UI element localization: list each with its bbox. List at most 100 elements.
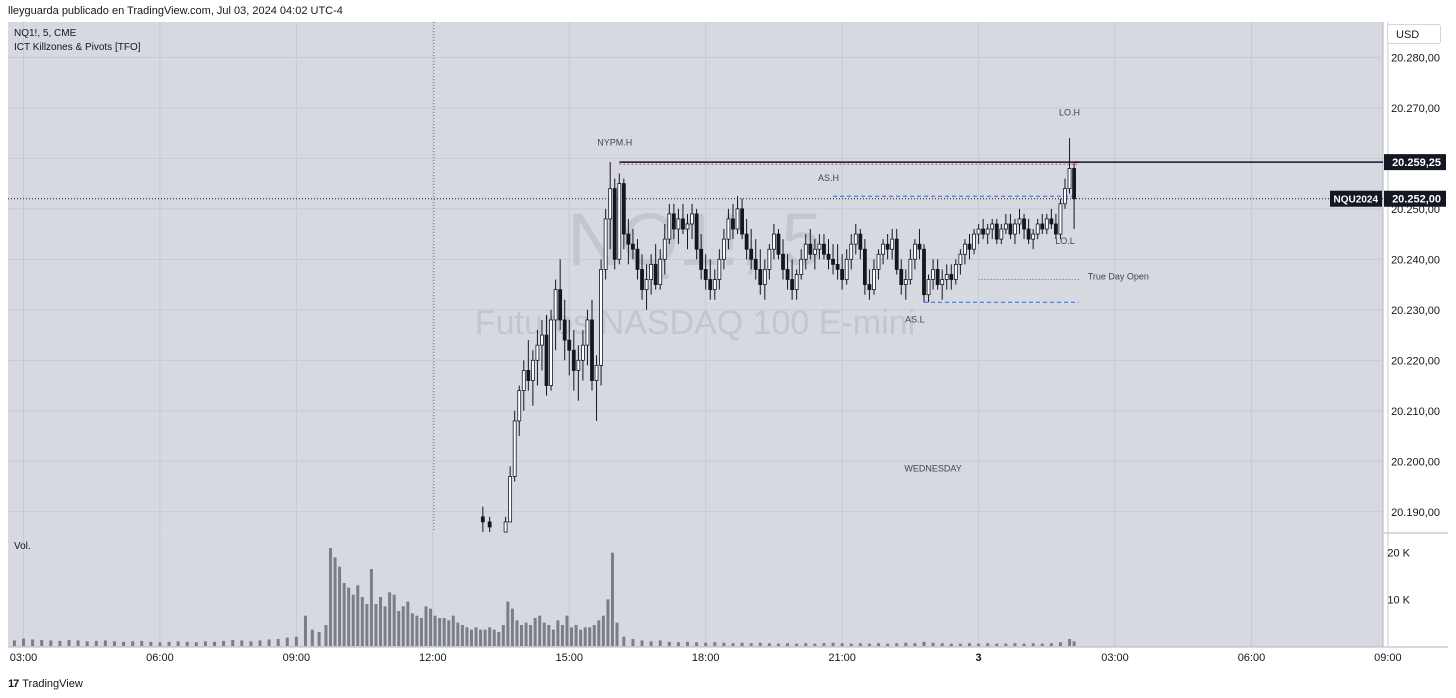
volume-bar-1	[22, 638, 25, 646]
volume-bar-64	[456, 622, 460, 646]
volume-bar-54	[410, 613, 414, 646]
volume-bar-11	[112, 641, 116, 646]
xtick-3: 12:00	[419, 652, 447, 664]
xtick-1: 06:00	[146, 652, 174, 664]
candle-92	[913, 239, 917, 270]
candle-94	[922, 244, 926, 303]
volume-bar-126	[858, 643, 862, 646]
volume-bar-150	[1072, 641, 1076, 646]
volume-bar-79	[524, 622, 528, 646]
candle-54	[740, 198, 744, 240]
volume-series[interactable]	[12, 548, 1076, 646]
volume-bar-134	[931, 642, 935, 646]
volume-bar-105	[667, 641, 671, 646]
volume-bar-47	[379, 597, 383, 646]
legend-volume[interactable]: Vol.	[14, 541, 31, 552]
time-axis[interactable]: 03:00 06:00 09:00 12:00 15:00 18:00 21:00 3 03:0…	[10, 652, 1402, 664]
volume-bar-104	[658, 640, 662, 646]
volume-bar-68	[474, 627, 478, 646]
volume-bar-114	[749, 643, 753, 646]
candle-86	[885, 234, 890, 260]
volume-bar-76	[510, 608, 514, 646]
volume-bar-70	[483, 629, 487, 646]
volume-bar-59	[433, 615, 437, 646]
volume-bar-33	[310, 629, 314, 646]
volume-bar-36	[328, 548, 332, 646]
candle-17	[571, 330, 576, 391]
candle-52	[731, 203, 735, 240]
volume-bar-40	[347, 587, 351, 646]
volume-bar-0	[12, 640, 16, 646]
candle-43	[690, 203, 694, 240]
volume-bar-81	[533, 618, 537, 646]
candle-21	[590, 299, 594, 391]
volume-bar-129	[886, 643, 890, 646]
candle-84	[876, 249, 881, 280]
candle-20	[585, 309, 590, 366]
volume-bar-123	[831, 642, 835, 646]
legend-symbol[interactable]: NQ1!, 5, CME	[14, 28, 77, 39]
candle-60	[767, 244, 772, 280]
ytick-9: 20.190,00	[1391, 507, 1440, 519]
volume-bar-127	[867, 643, 871, 646]
volume-bar-90	[574, 625, 578, 646]
annotation-0: NYPM.H	[597, 138, 632, 148]
xtick-7: 3	[976, 652, 982, 664]
volume-bar-86	[556, 620, 560, 646]
candle-series[interactable]	[480, 138, 1076, 533]
svg-text:20.259,25: 20.259,25	[1392, 157, 1441, 169]
candle-37	[662, 223, 667, 275]
ytick-4: 20.240,00	[1391, 254, 1440, 266]
candle-16	[567, 319, 572, 376]
candle-103	[963, 239, 967, 265]
volume-bar-28	[267, 639, 271, 646]
candle-32	[640, 254, 644, 300]
volume-bar-63	[451, 615, 455, 646]
candle-47	[708, 259, 713, 300]
candle-115	[1017, 208, 1022, 235]
ytick-7: 20.210,00	[1391, 406, 1440, 418]
candle-70	[812, 239, 817, 270]
volume-bar-10	[103, 640, 107, 646]
brand[interactable]: 17 TradingView	[8, 678, 83, 690]
candle-28	[621, 178, 626, 250]
tradingview-logo-icon: 17	[8, 678, 19, 690]
volume-bar-77	[515, 620, 519, 646]
candle-55	[744, 218, 749, 260]
candle-77	[844, 249, 849, 285]
volume-bar-17	[167, 641, 171, 646]
volume-bar-53	[406, 601, 410, 646]
volume-bar-133	[922, 641, 926, 646]
volume-bar-43	[360, 597, 364, 646]
volume-bar-61	[442, 618, 446, 646]
candle-83	[872, 259, 876, 295]
candle-113	[1008, 213, 1013, 240]
volume-axis: 20 K 10 K	[1387, 548, 1410, 607]
volume-bar-83	[542, 622, 546, 646]
candle-112	[1003, 213, 1008, 235]
legend-indicator[interactable]: ICT Killzones & Pivots [TFO]	[14, 42, 141, 53]
volume-bar-117	[776, 643, 780, 646]
candle-114	[1013, 218, 1017, 245]
annotation-4: True Day Open	[1088, 272, 1149, 282]
volume-bar-66	[465, 627, 469, 646]
price-axis-bg	[1383, 22, 1448, 532]
publisher-info: lleyguarda publicado en TradingView.com,…	[8, 5, 343, 17]
volume-bar-3	[40, 639, 44, 646]
volume-bar-22	[213, 641, 217, 646]
candle-58	[758, 249, 763, 295]
candle-6	[521, 360, 526, 411]
currency-button[interactable]: USD	[1387, 24, 1441, 44]
candle-34	[649, 254, 654, 295]
volume-bar-140	[986, 643, 990, 646]
volume-bar-73	[497, 632, 501, 646]
volume-bar-142	[1004, 643, 1008, 646]
volume-bar-106	[676, 642, 680, 646]
candle-126	[1067, 138, 1072, 194]
price-labels: 20.259,25 20.252,00 NQU2024	[1330, 154, 1446, 207]
chart-area[interactable]: NQ1!, 5 Futuros NASDAQ 100 E-mini NYPM.H…	[0, 0, 1456, 672]
candle-29	[626, 218, 631, 265]
volume-bar-21	[203, 641, 207, 646]
candle-15	[562, 299, 567, 361]
volume-bar-51	[397, 611, 401, 646]
